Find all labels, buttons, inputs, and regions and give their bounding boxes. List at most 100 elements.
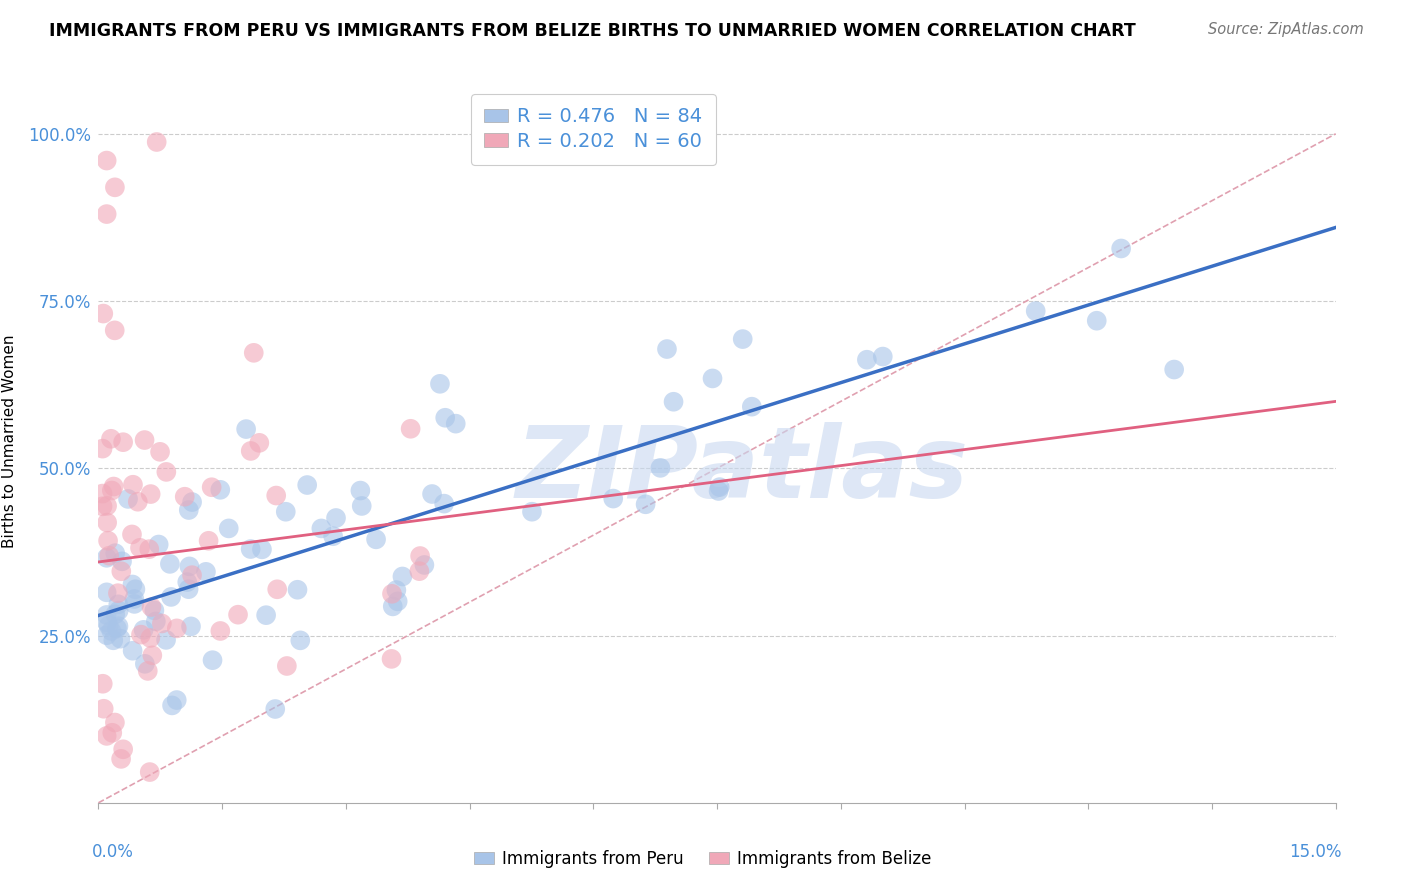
Point: [413, 558, 436, 572]
Point: [121, 644, 143, 658]
Point: [295, 478, 318, 492]
Point: [322, 529, 344, 543]
Point: [266, 582, 288, 597]
Point: [239, 444, 262, 458]
Point: [134, 657, 156, 671]
Point: [91, 307, 114, 321]
Point: [177, 582, 200, 597]
Point: [349, 483, 371, 498]
Point: [101, 726, 124, 740]
Point: [110, 564, 132, 578]
Text: Source: ZipAtlas.com: Source: ZipAtlas.com: [1208, 22, 1364, 37]
Point: [197, 533, 219, 548]
Point: [107, 604, 129, 618]
Point: [177, 503, 200, 517]
Point: [96, 607, 118, 622]
Point: [91, 677, 114, 691]
Point: [138, 542, 160, 557]
Point: [104, 180, 127, 194]
Point: [242, 346, 264, 360]
Point: [136, 664, 159, 678]
Point: [274, 505, 297, 519]
Point: [179, 559, 201, 574]
Point: [226, 607, 249, 622]
Point: [239, 542, 262, 557]
Point: [287, 582, 309, 597]
Point: [155, 632, 177, 647]
Point: [97, 533, 120, 548]
Point: [325, 511, 347, 525]
Legend: R = 0.476   N = 84, R = 0.202   N = 60: R = 0.476 N = 84, R = 0.202 N = 60: [471, 94, 716, 165]
Point: [124, 582, 146, 597]
Point: [155, 465, 177, 479]
Point: [381, 587, 404, 601]
Point: [250, 542, 273, 557]
Point: [134, 433, 156, 447]
Point: [381, 599, 404, 614]
Point: [311, 521, 333, 535]
Point: [181, 495, 204, 509]
Point: [124, 592, 146, 607]
Text: IMMIGRANTS FROM PERU VS IMMIGRANTS FROM BELIZE BIRTHS TO UNMARRIED WOMEN CORRELA: IMMIGRANTS FROM PERU VS IMMIGRANTS FROM …: [49, 22, 1136, 40]
Point: [104, 715, 127, 730]
Point: [129, 627, 152, 641]
Point: [112, 742, 135, 756]
Point: [387, 594, 409, 608]
Point: [121, 577, 143, 591]
Text: 15.0%: 15.0%: [1289, 843, 1341, 861]
Point: [148, 537, 170, 551]
Point: [96, 585, 118, 599]
Text: 0.0%: 0.0%: [93, 843, 134, 861]
Point: [111, 554, 134, 568]
Point: [121, 527, 143, 541]
Point: [104, 607, 127, 622]
Point: [149, 445, 172, 459]
Point: [290, 633, 312, 648]
Point: [127, 494, 149, 508]
Point: [247, 435, 270, 450]
Point: [276, 659, 298, 673]
Y-axis label: Births to Unmarried Women: Births to Unmarried Women: [3, 334, 17, 549]
Point: [139, 765, 162, 780]
Point: [399, 422, 422, 436]
Point: [132, 623, 155, 637]
Point: [350, 499, 373, 513]
Point: [385, 583, 408, 598]
Legend: Immigrants from Peru, Immigrants from Belize: Immigrants from Peru, Immigrants from Be…: [468, 844, 938, 875]
Point: [602, 491, 624, 506]
Point: [741, 400, 763, 414]
Point: [117, 491, 139, 506]
Point: [662, 394, 685, 409]
Point: [98, 549, 121, 563]
Point: [420, 487, 443, 501]
Point: [145, 135, 167, 149]
Point: [655, 342, 678, 356]
Point: [1163, 362, 1185, 376]
Point: [129, 541, 152, 555]
Point: [173, 490, 195, 504]
Point: [520, 505, 543, 519]
Point: [100, 624, 122, 638]
Point: [235, 422, 257, 436]
Point: [107, 619, 129, 633]
Point: [122, 477, 145, 491]
Point: [91, 500, 114, 514]
Point: [107, 586, 129, 600]
Point: [444, 417, 467, 431]
Point: [264, 489, 287, 503]
Point: [96, 499, 118, 513]
Point: [391, 569, 413, 583]
Point: [166, 693, 188, 707]
Point: [104, 323, 127, 337]
Point: [139, 631, 162, 645]
Point: [145, 615, 167, 629]
Point: [264, 702, 287, 716]
Point: [143, 603, 166, 617]
Point: [1085, 314, 1108, 328]
Point: [107, 597, 129, 611]
Point: [634, 497, 657, 511]
Point: [101, 483, 124, 498]
Point: [96, 153, 118, 168]
Point: [429, 376, 451, 391]
Point: [96, 628, 118, 642]
